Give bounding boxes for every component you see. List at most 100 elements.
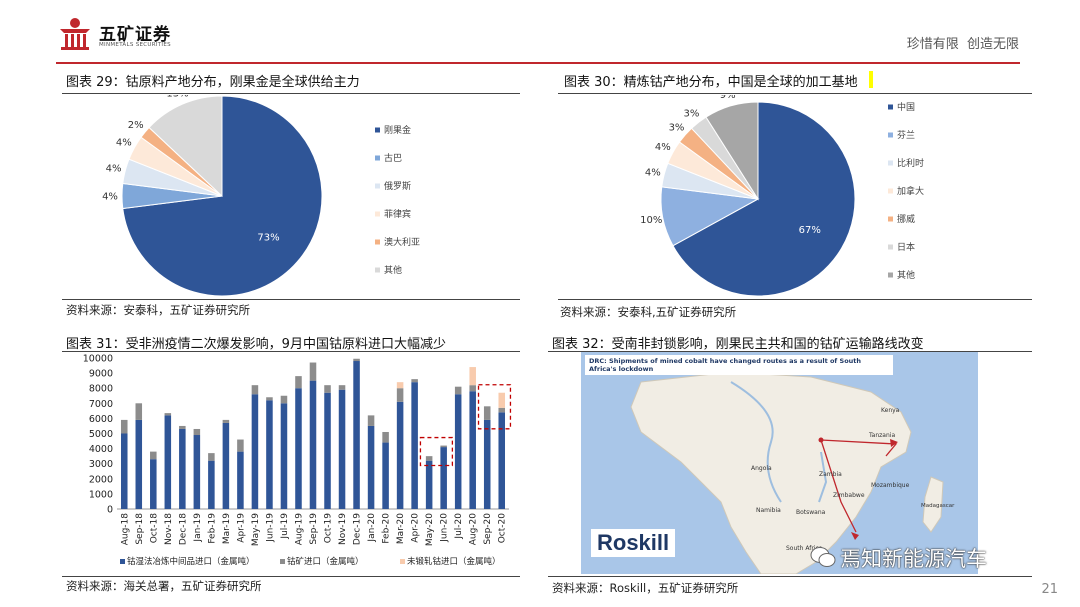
bar-segment-s1-Apr-20 xyxy=(411,379,418,383)
y-tick-label: 5000 xyxy=(89,429,113,440)
y-tick-label: 9000 xyxy=(89,369,113,380)
bar-segment-s1-Feb-20 xyxy=(382,431,389,443)
header-rule xyxy=(56,62,1020,64)
bar-segment-s0-Dec-19 xyxy=(353,361,360,509)
bar-segment-s0-Nov-19 xyxy=(338,389,346,509)
chart29-title: 图表 29：钴原料产地分布，刚果金是全球供给主力 xyxy=(66,75,360,90)
chart30-title-rule xyxy=(558,93,1032,94)
y-tick-label: 8000 xyxy=(89,384,113,395)
bar-segment-s0-Apr-19 xyxy=(237,451,244,509)
x-tick-label: Jul-20 xyxy=(454,513,464,540)
chart31-stacked-bar: 0 1000 2000 3000 4000 5000 6000 7000 8000 9000 100… xyxy=(83,354,512,567)
pie-value-label-1: 4% xyxy=(102,192,118,203)
x-tick-label: Mar-19 xyxy=(222,513,232,544)
pie-value-label-2: 4% xyxy=(106,164,122,175)
legend-swatch-0 xyxy=(375,127,380,133)
y-tick-label: 6000 xyxy=(89,414,113,425)
legend-swatch-0 xyxy=(888,104,893,110)
legend-label-3: 菲律宾 xyxy=(384,208,411,220)
bar-segment-s1-Apr-19 xyxy=(237,439,244,452)
bar-segment-s1-Mar-20 xyxy=(396,388,404,402)
chart31-source: 资料来源：海关总署，五矿证券研究所 xyxy=(66,579,262,593)
bar-legend-swatch-2 xyxy=(400,559,405,564)
legend-swatch-1 xyxy=(375,155,380,161)
pie-value-label-0: 67% xyxy=(799,225,821,236)
bar-segment-s0-Sep-20 xyxy=(483,419,491,509)
y-tick-label: 2000 xyxy=(89,474,113,485)
bar-segment-s1-Jan-19 xyxy=(193,428,201,436)
watermark: 焉知新能源汽车 xyxy=(810,541,1040,573)
page-number: 21 xyxy=(1041,582,1058,597)
brand-name: 五矿证券 xyxy=(99,25,171,45)
bar-segment-s0-Oct-20 xyxy=(498,412,506,509)
legend-swatch-1 xyxy=(888,132,893,138)
legend-swatch-6 xyxy=(888,272,893,278)
bar-segment-s0-Sep-19 xyxy=(309,380,317,509)
chart31-title: 图表 31：受非洲疫情二次爆发影响，9月中国钴原料进口大幅减少 xyxy=(66,337,446,352)
y-tick-label: 3000 xyxy=(89,459,113,470)
x-tick-label: Jan-20 xyxy=(367,513,377,543)
map-caption: DRC: Shipments of mined cobalt have chan… xyxy=(585,355,893,375)
chart29-title-rule xyxy=(62,93,520,94)
bar-segment-s1-Jul-19 xyxy=(280,395,288,404)
x-tick-label: Aug-20 xyxy=(469,513,479,546)
svg-text:Zambia: Zambia xyxy=(819,471,842,478)
bar-legend-swatch-0 xyxy=(120,559,125,564)
africa-route-map: Tanzania Zambia Zimbabwe Mozambique Nami… xyxy=(581,352,978,574)
legend-label-3: 加拿大 xyxy=(897,185,924,197)
x-tick-label: Aug-19 xyxy=(294,513,304,546)
bar-segment-s0-Dec-18 xyxy=(179,428,186,509)
x-tick-label: Jun-20 xyxy=(440,513,450,543)
map-graphic: Tanzania Zambia Zimbabwe Mozambique Nami… xyxy=(630,371,955,574)
bar-segment-s0-Jul-19 xyxy=(280,403,288,509)
svg-text:Tanzania: Tanzania xyxy=(868,432,895,439)
pie-value-label-2: 4% xyxy=(645,167,661,178)
legend-label-2: 俄罗斯 xyxy=(384,180,411,192)
bar-segment-s1-Jun-19 xyxy=(266,397,273,401)
legend-label-0: 刚果金 xyxy=(384,124,411,136)
x-tick-label: Jan-19 xyxy=(193,513,203,543)
pie-slice-0 xyxy=(672,101,856,297)
legend-swatch-5 xyxy=(375,267,380,273)
bar-segment-s0-Jan-20 xyxy=(367,425,375,509)
bar-segment-s1-Aug-20 xyxy=(469,385,476,392)
route-line-east xyxy=(820,439,898,457)
x-tick-label: Nov-18 xyxy=(164,513,174,545)
x-tick-label: Jul-19 xyxy=(280,513,290,540)
bar-segment-s1-Dec-19 xyxy=(353,358,360,362)
bar-segment-s0-Jun-19 xyxy=(266,400,273,509)
bar-legend-label-2: 未锻轧钴进口（金属吨） xyxy=(407,556,501,567)
pie-value-label-4: 3% xyxy=(669,123,685,134)
route-line-south xyxy=(820,439,857,533)
chart30-source: 资料来源：安泰科,五矿证券研究所 xyxy=(560,305,737,319)
x-tick-label: Apr-19 xyxy=(236,513,246,543)
bar-segment-s0-Oct-18 xyxy=(150,459,157,509)
bar-segment-s1-Oct-18 xyxy=(150,451,157,460)
x-tick-label: Oct-20 xyxy=(498,513,508,544)
y-tick-label: 1000 xyxy=(89,489,113,500)
x-tick-label: Oct-19 xyxy=(324,513,334,544)
bar-segment-s0-Jun-20 xyxy=(440,447,447,509)
brand-logo xyxy=(56,15,94,51)
legend-label-5: 其他 xyxy=(384,264,402,276)
x-tick-label: Dec-18 xyxy=(178,513,188,545)
bar-segment-s1-May-19 xyxy=(251,385,259,395)
bar-segment-s0-Feb-19 xyxy=(208,460,215,509)
pie-value-label-1: 10% xyxy=(640,215,662,226)
x-tick-label: May-19 xyxy=(251,513,261,546)
bar-segment-s1-Aug-18 xyxy=(120,419,128,434)
chart32-title: 图表 32：受南非封锁影响，刚果民主共和国的钴矿运输路线改变 xyxy=(552,337,924,352)
chart31-bottom-rule xyxy=(62,576,520,577)
x-tick-label: Sep-20 xyxy=(483,513,493,545)
highlight-box-1 xyxy=(477,384,512,430)
highlight-box-0 xyxy=(419,436,454,467)
roskill-logo: Roskill xyxy=(591,529,676,557)
legend-label-4: 澳大利亚 xyxy=(384,236,420,248)
chart30-bottom-rule xyxy=(558,299,1032,300)
bar-segment-s2-Aug-20 xyxy=(469,367,476,386)
svg-text:Kenya: Kenya xyxy=(881,407,900,414)
pie-slice-5 xyxy=(148,95,223,198)
y-tick-label: 10000 xyxy=(83,354,113,365)
